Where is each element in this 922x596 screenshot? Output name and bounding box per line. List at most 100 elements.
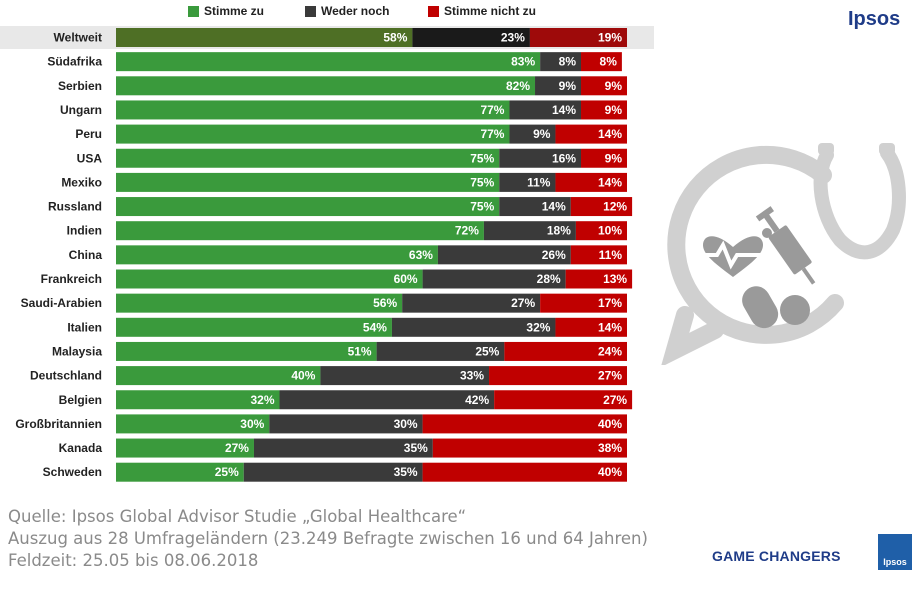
- bar-stimme-zu-malaysia: [116, 341, 377, 361]
- value-label-stimme-zu-peru: 77%: [480, 127, 504, 141]
- bar-stimme-zu-saudi-arabien: [116, 293, 403, 313]
- bar-stimme-zu-mexiko: [116, 172, 500, 192]
- stethoscope-icon: [813, 146, 906, 260]
- value-label-weder-noch-italien: 32%: [526, 320, 550, 334]
- bar-weder-noch-saudi-arabien: [402, 293, 541, 313]
- value-label-stimme-nicht-zu-weltweit: 19%: [598, 31, 622, 45]
- bar-stimme-zu-schweden: [116, 462, 244, 482]
- category-label-grossbritannien: Großbritannien: [15, 417, 102, 431]
- bar-weder-noch-italien: [391, 317, 556, 337]
- bar-stimme-zu-ungarn: [116, 100, 510, 120]
- legend-label-agree: Stimme zu: [204, 4, 265, 18]
- category-label-peru: Peru: [75, 127, 102, 141]
- bar-weder-noch-ungarn: [509, 100, 582, 120]
- bar-stimme-nicht-zu-serbien: [581, 76, 627, 96]
- medical-icons: [703, 206, 816, 329]
- tablet-icon: [780, 295, 810, 325]
- category-label-serbien: Serbien: [58, 79, 102, 93]
- bar-stimme-zu-italien: [116, 317, 392, 337]
- bar-stimme-nicht-zu-russland: [570, 197, 633, 217]
- value-label-stimme-zu-serbien: 82%: [506, 79, 530, 93]
- heart-pulse-icon: [703, 236, 763, 277]
- bar-stimme-zu-frankreich: [116, 269, 423, 289]
- value-label-stimme-zu-malaysia: 51%: [348, 344, 372, 358]
- bar-stimme-nicht-zu-china: [570, 245, 627, 265]
- bar-stimme-nicht-zu-saudi-arabien: [540, 293, 627, 313]
- value-label-stimme-nicht-zu-belgien: 27%: [603, 393, 627, 407]
- value-label-stimme-zu-usa: 75%: [470, 151, 494, 165]
- value-label-weder-noch-serbien: 9%: [559, 79, 577, 93]
- category-label-ungarn: Ungarn: [60, 103, 102, 117]
- value-label-weder-noch-indien: 18%: [547, 224, 571, 238]
- ipsos-badge-logo: Ipsos: [878, 534, 912, 570]
- value-label-stimme-nicht-zu-china: 11%: [599, 248, 623, 262]
- bar-stimme-zu-grossbritannien: [116, 414, 270, 434]
- bar-weder-noch-kanada: [253, 438, 433, 458]
- legend-item-disagree: Stimme nicht zu: [428, 4, 536, 18]
- value-label-weder-noch-peru: 9%: [533, 127, 551, 141]
- bar-stimme-nicht-zu-belgien: [494, 390, 633, 410]
- game-changers-slogan: GAME CHANGERS: [712, 548, 841, 564]
- category-label-suedafrika: Südafrika: [47, 55, 102, 69]
- value-label-weder-noch-china: 26%: [542, 248, 566, 262]
- stethoscope-tips-icon: [818, 143, 895, 155]
- bar-stimme-zu-peru: [116, 124, 510, 144]
- bar-stimme-zu-china: [116, 245, 438, 265]
- bar-weder-noch-malaysia: [376, 341, 505, 361]
- bar-stimme-nicht-zu-peru: [555, 124, 627, 144]
- bar-stimme-zu-kanada: [116, 438, 254, 458]
- value-label-stimme-nicht-zu-serbien: 9%: [605, 79, 623, 93]
- bar-stimme-nicht-zu-frankreich: [565, 269, 633, 289]
- value-label-stimme-zu-weltweit: 58%: [383, 31, 407, 45]
- legend-swatch-agree: [188, 5, 199, 17]
- bar-stimme-zu-deutschland: [116, 366, 321, 386]
- bar-weder-noch-russland: [499, 197, 571, 217]
- legend-label-disagree: Stimme nicht zu: [444, 4, 537, 18]
- value-label-stimme-nicht-zu-kanada: 38%: [598, 441, 622, 455]
- bar-weder-noch-grossbritannien: [269, 414, 423, 434]
- value-label-stimme-zu-saudi-arabien: 56%: [373, 296, 397, 310]
- value-label-weder-noch-weltweit: 23%: [501, 31, 525, 45]
- category-label-russland: Russland: [48, 200, 102, 214]
- value-label-stimme-zu-kanada: 27%: [225, 441, 249, 455]
- speech-bubble-icon: [661, 145, 844, 365]
- category-label-weltweit: Weltweit: [54, 31, 102, 45]
- fieldwork-line: Feldzeit: 25.05 bis 08.06.2018: [8, 551, 259, 570]
- value-label-weder-noch-deutschland: 33%: [460, 369, 484, 383]
- bar-stimme-nicht-zu-italien: [555, 317, 627, 337]
- value-label-stimme-nicht-zu-frankreich: 13%: [603, 272, 627, 286]
- legend-item-neutral: Weder noch: [305, 4, 389, 18]
- bar-weder-noch-schweden: [243, 462, 423, 482]
- value-label-weder-noch-kanada: 35%: [404, 441, 428, 455]
- value-label-stimme-zu-ungarn: 77%: [480, 103, 504, 117]
- value-label-stimme-zu-grossbritannien: 30%: [240, 417, 264, 431]
- value-label-stimme-zu-belgien: 32%: [250, 393, 274, 407]
- value-label-weder-noch-mexiko: 11%: [527, 175, 551, 189]
- sample-line: Auszug aus 28 Umfrageländern (23.249 Bef…: [8, 529, 648, 548]
- bar-weder-noch-deutschland: [320, 366, 490, 386]
- category-label-frankreich: Frankreich: [41, 272, 102, 286]
- value-label-stimme-zu-frankreich: 60%: [394, 272, 418, 286]
- value-label-weder-noch-suedafrika: 8%: [559, 55, 577, 69]
- bar-stimme-nicht-zu-schweden: [422, 462, 627, 482]
- legend-swatch-disagree: [428, 5, 439, 17]
- value-label-weder-noch-usa: 16%: [552, 151, 576, 165]
- value-label-stimme-nicht-zu-grossbritannien: 40%: [598, 417, 622, 431]
- value-label-weder-noch-ungarn: 14%: [552, 103, 576, 117]
- bar-weder-noch-belgien: [279, 390, 495, 410]
- category-label-saudi-arabien: Saudi-Arabien: [21, 296, 102, 310]
- value-label-stimme-zu-indien: 72%: [455, 224, 479, 238]
- category-label-schweden: Schweden: [43, 465, 102, 479]
- healthcare-stethoscope-illustration: [661, 143, 906, 365]
- bar-stimme-nicht-zu-usa: [581, 148, 627, 168]
- value-label-weder-noch-belgien: 42%: [465, 393, 489, 407]
- value-label-stimme-nicht-zu-deutschland: 27%: [598, 369, 622, 383]
- value-label-stimme-nicht-zu-russland: 12%: [603, 200, 627, 214]
- value-label-stimme-nicht-zu-malaysia: 24%: [598, 344, 622, 358]
- category-label-belgien: Belgien: [59, 393, 102, 407]
- value-label-weder-noch-frankreich: 28%: [537, 272, 561, 286]
- bar-stimme-zu-serbien: [116, 76, 536, 96]
- bar-stimme-nicht-zu-suedafrika: [581, 52, 622, 72]
- bar-weder-noch-usa: [499, 148, 582, 168]
- value-label-stimme-nicht-zu-suedafrika: 8%: [600, 55, 618, 69]
